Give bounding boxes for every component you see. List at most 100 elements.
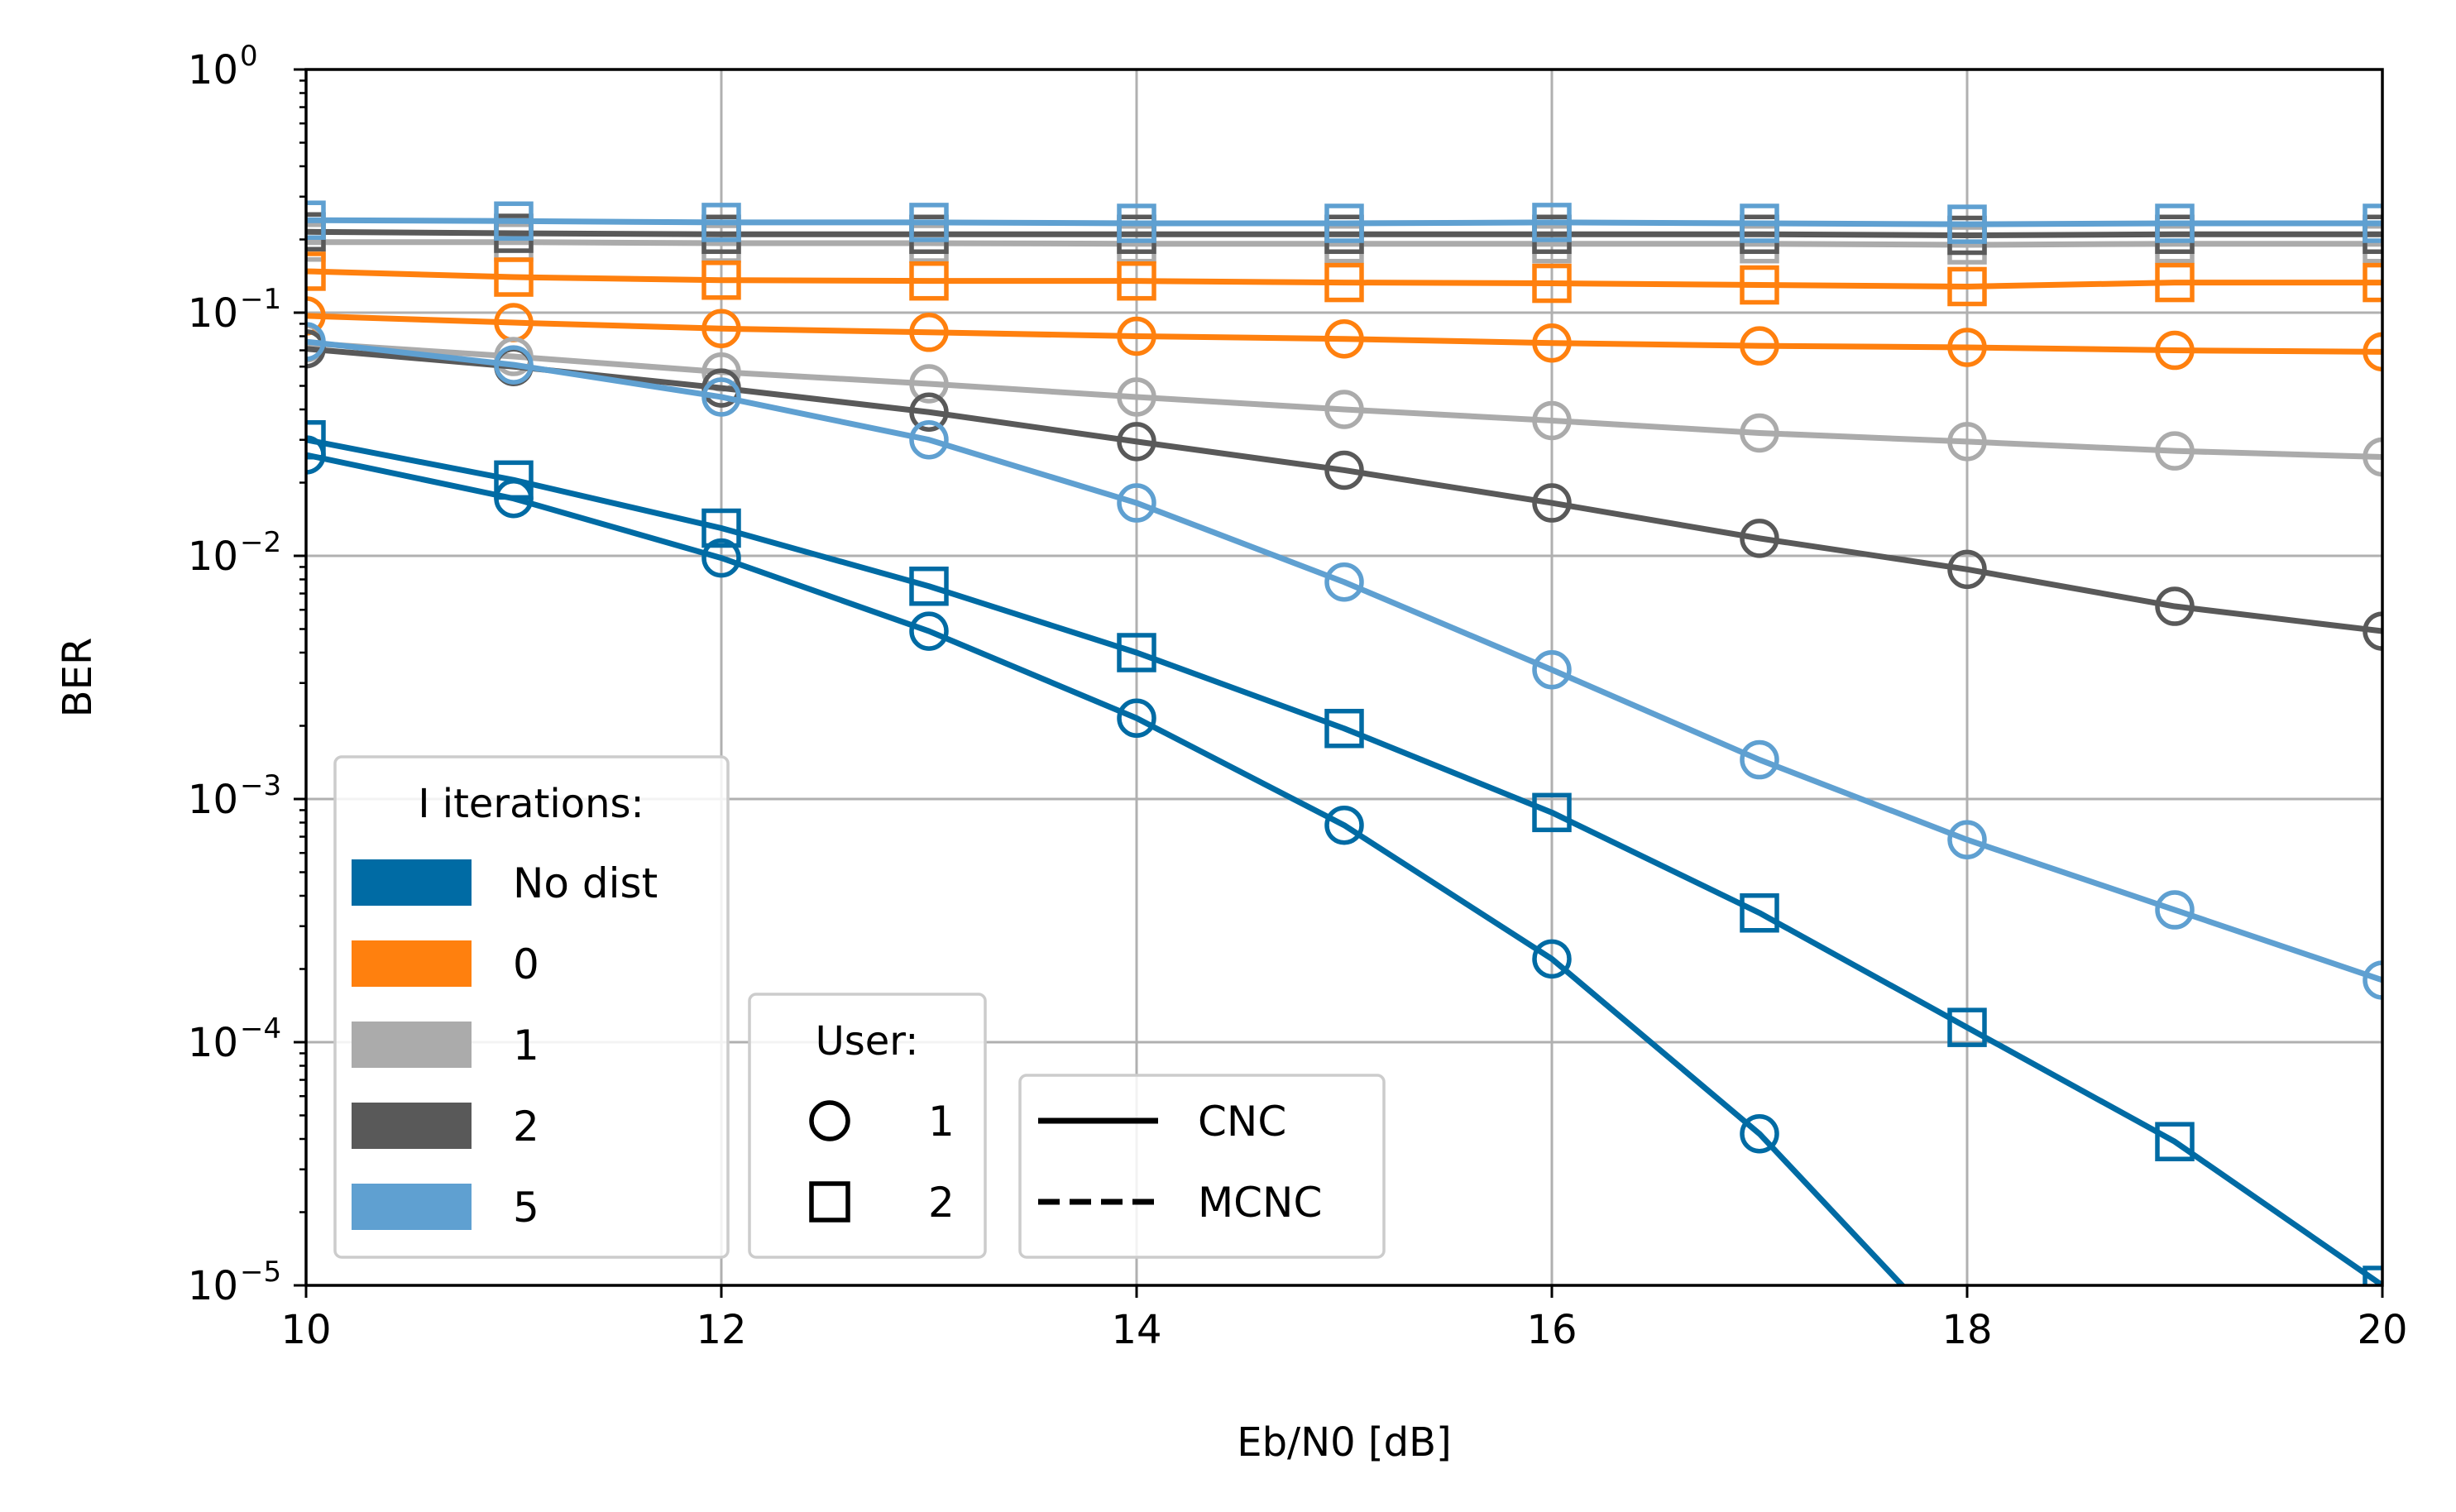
data-point-circle — [494, 345, 534, 385]
data-point-square — [701, 260, 741, 300]
series-0-user-1 — [306, 296, 2382, 372]
x-tick-label: 14 — [1111, 1307, 1161, 1353]
data-point-square — [909, 203, 949, 242]
data-point-square — [701, 203, 741, 242]
data-point-square — [1740, 265, 1779, 305]
data-point-square — [494, 257, 534, 297]
legend-iterations-label: No dist — [513, 859, 658, 907]
data-point-circle — [1532, 649, 1572, 690]
y-tick-exponent: −4 — [240, 1012, 281, 1045]
legend-iterations-label: 2 — [513, 1103, 539, 1151]
data-point-circle — [1740, 1114, 1779, 1154]
data-point-circle — [306, 296, 326, 336]
data-point-circle — [2363, 332, 2382, 372]
data-point-square — [1947, 266, 1987, 307]
data-point-circle — [909, 611, 949, 651]
data-point-circle — [2363, 437, 2382, 477]
data-point-square — [2155, 262, 2195, 303]
legend-iterations-title: I iterations: — [418, 781, 644, 827]
data-point-square — [306, 419, 326, 460]
data-point-circle — [2155, 586, 2195, 626]
data-point-square — [701, 508, 741, 548]
legend-iterations-label: 1 — [513, 1022, 539, 1069]
data-point-circle — [1740, 739, 1779, 780]
data-point-square — [1740, 203, 1779, 243]
data-point-circle — [1947, 422, 1987, 462]
data-point-square — [1532, 263, 1572, 304]
data-point-circle — [1532, 939, 1572, 979]
series-1-user-1 — [306, 323, 2382, 477]
data-point-circle — [2155, 330, 2195, 371]
data-point-circle — [494, 479, 534, 519]
data-point-circle — [2363, 960, 2382, 1000]
data-point-circle — [306, 322, 326, 361]
y-tick-label: 10 — [188, 47, 238, 93]
x-tick-label: 20 — [2357, 1307, 2407, 1353]
data-point-circle — [1117, 483, 1156, 523]
legend-method-label: MCNC — [1198, 1179, 1322, 1227]
data-point-circle — [701, 538, 741, 578]
series-line — [306, 239, 2382, 248]
data-point-square — [1117, 203, 1156, 243]
series-line — [306, 346, 2382, 634]
y-tick-exponent: 0 — [240, 40, 258, 73]
y-axis-label: BER — [55, 638, 101, 718]
legend-user-title: User: — [816, 1018, 919, 1065]
y-tick-exponent: −3 — [240, 769, 281, 802]
series-0-user-2 — [306, 251, 2382, 307]
legend-iterations-swatch — [352, 1103, 472, 1149]
legend-iterations-swatch — [352, 1184, 472, 1230]
y-tick-label: 10 — [188, 290, 238, 337]
data-point-circle — [1947, 549, 1987, 590]
series-layer — [306, 200, 2382, 1285]
data-point-circle — [1324, 562, 1364, 602]
data-point-square — [1532, 792, 1572, 833]
data-point-square — [909, 566, 949, 606]
data-point-square — [1117, 261, 1156, 301]
data-point-circle — [909, 313, 949, 352]
data-point-circle — [1324, 450, 1364, 490]
series-5-user-1 — [306, 322, 2382, 1000]
x-tick-label: 12 — [696, 1307, 746, 1353]
data-point-square — [306, 251, 326, 291]
data-point-circle — [1947, 328, 1987, 367]
series-line — [306, 338, 2382, 983]
y-tick-label: 10 — [188, 1263, 238, 1309]
data-point-square — [306, 200, 326, 240]
data-point-circle — [1740, 413, 1779, 453]
legend-iterations-swatch — [352, 940, 472, 987]
data-point-square — [2155, 203, 2195, 243]
series-line — [306, 437, 2382, 1285]
series-line — [306, 313, 2382, 355]
legend-iterations-label: 5 — [513, 1184, 539, 1232]
data-point-circle — [1740, 326, 1779, 366]
data-point-circle — [1532, 483, 1572, 523]
data-point-circle — [2155, 890, 2195, 930]
y-tick-exponent: −2 — [240, 526, 281, 559]
data-point-circle — [909, 392, 949, 432]
legend-iterations-box — [333, 755, 730, 1259]
y-tick-label: 10 — [188, 1020, 238, 1066]
legend-method-label: CNC — [1198, 1098, 1286, 1146]
data-point-square — [2363, 262, 2382, 303]
data-point-square — [1532, 203, 1572, 242]
series-line — [306, 340, 2382, 460]
legend-iterations-swatch — [352, 859, 472, 906]
legend-iterations-label: 0 — [513, 940, 539, 988]
legend-iterations-swatch — [352, 1022, 472, 1068]
data-point-square — [2363, 203, 2382, 243]
legend-user-marker-circle — [809, 1100, 850, 1141]
data-point-circle — [701, 309, 741, 349]
series-no-dist-user-1 — [306, 435, 1907, 1285]
data-point-circle — [1532, 323, 1572, 363]
data-point-circle — [909, 419, 949, 460]
data-point-circle — [701, 377, 741, 417]
data-point-square — [1947, 204, 1987, 244]
data-point-square — [1740, 892, 1779, 933]
legend-user-marker-square — [809, 1181, 850, 1223]
data-point-circle — [1117, 316, 1156, 356]
data-point-square — [1324, 203, 1364, 243]
series-5-user-2 — [306, 200, 2382, 244]
